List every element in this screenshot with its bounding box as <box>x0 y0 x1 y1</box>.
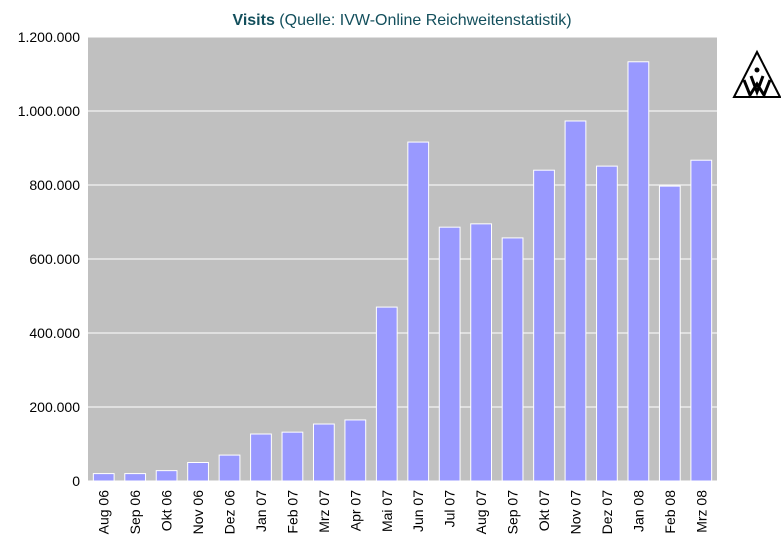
bar <box>218 454 241 482</box>
bar <box>92 473 115 482</box>
y-tick-label: 800.000 <box>29 177 80 193</box>
x-tick-label: Dez 06 <box>222 490 238 535</box>
chart-title: Visits <box>232 12 275 29</box>
ivw-logo <box>732 49 781 99</box>
x-tick-label: Feb 07 <box>284 490 300 534</box>
x-tick-label: Feb 08 <box>662 490 678 534</box>
x-tick-label: Mrz 08 <box>693 490 709 533</box>
x-tick-label: Apr 07 <box>347 490 363 531</box>
bar <box>533 169 555 482</box>
bar <box>344 419 367 482</box>
chart-heading: Visits (Quelle: IVW-Online Reichweitenst… <box>232 12 571 29</box>
x-tick-label: Nov 07 <box>567 490 583 535</box>
bar <box>627 61 650 482</box>
bar <box>281 431 304 482</box>
bar <box>501 237 524 482</box>
y-tick-label: 0 <box>72 473 80 489</box>
x-tick-label: Mrz 07 <box>316 490 332 533</box>
bar <box>124 473 147 482</box>
x-tick-label: Okt 06 <box>159 490 175 531</box>
bar <box>658 185 681 482</box>
bar <box>438 226 461 482</box>
x-tick-label: Sep 07 <box>505 490 521 535</box>
bar <box>155 470 178 482</box>
x-tick-label: Sep 06 <box>127 490 143 535</box>
x-tick-label: Nov 06 <box>190 490 206 535</box>
x-tick-label: Jul 07 <box>442 490 458 528</box>
y-tick-label: 1.200.000 <box>18 29 80 45</box>
x-tick-label: Jun 07 <box>410 490 426 532</box>
x-tick-label: Jan 07 <box>253 490 269 532</box>
bar <box>375 306 398 482</box>
y-tick-label: 200.000 <box>29 399 80 415</box>
bar <box>690 159 713 482</box>
x-tick-label: Jan 08 <box>630 490 646 532</box>
bar <box>470 223 493 482</box>
y-tick-label: 400.000 <box>29 325 80 341</box>
bar <box>564 120 587 482</box>
bar <box>596 165 618 482</box>
x-tick-label: Mai 07 <box>379 490 395 532</box>
bar <box>250 433 272 482</box>
x-tick-label: Dez 07 <box>599 490 615 535</box>
y-tick-label: 1.000.000 <box>18 103 80 119</box>
bar <box>407 141 430 482</box>
chart-subtitle: (Quelle: IVW-Online Reichweitenstatistik… <box>279 12 571 29</box>
x-tick-label: Aug 07 <box>473 490 489 535</box>
x-tick-label: Aug 06 <box>96 490 112 535</box>
x-tick-label: Okt 07 <box>536 490 552 531</box>
bar <box>187 462 209 482</box>
bar <box>312 423 335 482</box>
y-tick-label: 600.000 <box>29 251 80 267</box>
